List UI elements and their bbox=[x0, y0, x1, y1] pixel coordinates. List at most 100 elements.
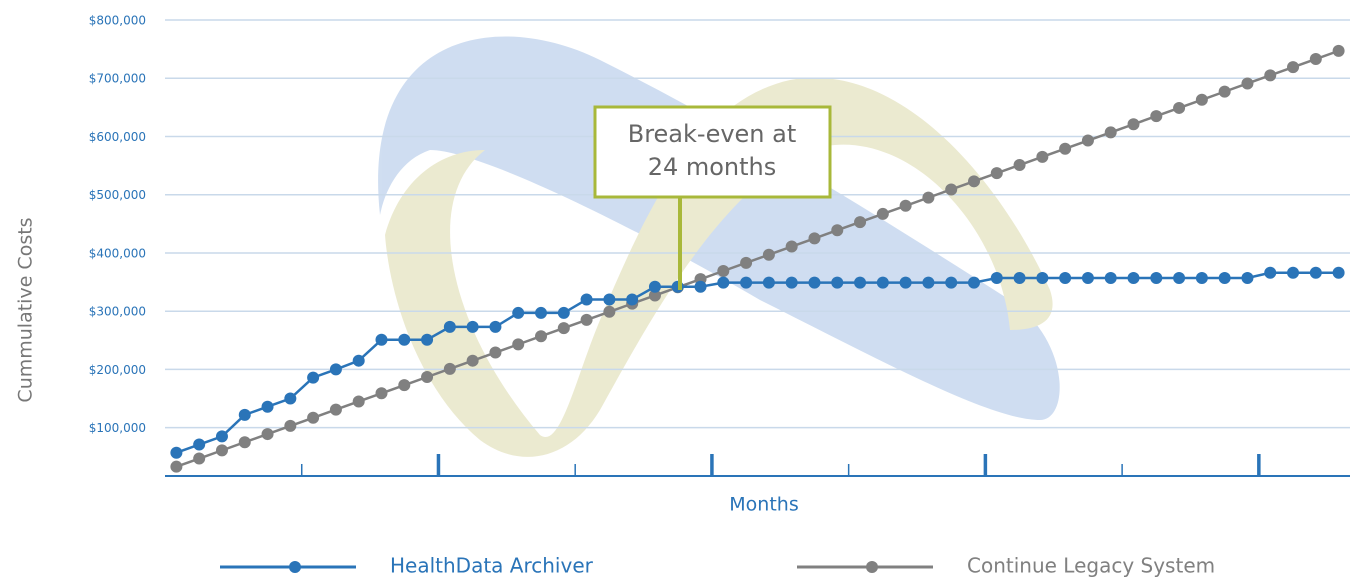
data-point bbox=[262, 401, 274, 413]
data-point bbox=[1128, 118, 1140, 130]
data-point bbox=[1150, 110, 1162, 122]
data-point bbox=[831, 224, 843, 236]
data-point bbox=[991, 272, 1003, 284]
data-point bbox=[945, 183, 957, 195]
data-point bbox=[991, 167, 1003, 179]
data-point bbox=[740, 277, 752, 289]
data-point bbox=[808, 277, 820, 289]
data-point bbox=[193, 439, 205, 451]
data-point bbox=[854, 216, 866, 228]
data-point bbox=[512, 307, 524, 319]
data-point bbox=[968, 277, 980, 289]
data-point bbox=[1105, 272, 1117, 284]
legend-marker bbox=[866, 561, 878, 573]
data-point bbox=[1082, 135, 1094, 147]
annotation-text: Break-even at bbox=[628, 120, 797, 148]
data-point bbox=[786, 241, 798, 253]
data-point bbox=[375, 387, 387, 399]
data-point bbox=[535, 330, 547, 342]
data-point bbox=[1310, 267, 1322, 279]
y-tick-label: $600,000 bbox=[89, 130, 146, 144]
data-point bbox=[535, 307, 547, 319]
data-point bbox=[1173, 272, 1185, 284]
data-point bbox=[353, 395, 365, 407]
data-point bbox=[695, 281, 707, 293]
data-point bbox=[467, 355, 479, 367]
data-point bbox=[512, 338, 524, 350]
data-point bbox=[900, 200, 912, 212]
series-line bbox=[176, 273, 1338, 453]
data-point bbox=[1264, 69, 1276, 81]
data-point bbox=[717, 265, 729, 277]
data-point bbox=[330, 363, 342, 375]
data-point bbox=[1059, 272, 1071, 284]
data-point bbox=[216, 444, 228, 456]
data-point bbox=[216, 430, 228, 442]
data-point bbox=[1036, 151, 1048, 163]
data-point bbox=[444, 363, 456, 375]
data-point bbox=[1059, 143, 1071, 155]
data-point bbox=[1105, 126, 1117, 138]
data-point bbox=[1196, 94, 1208, 106]
legend-marker bbox=[289, 561, 301, 573]
data-point bbox=[740, 257, 752, 269]
data-point bbox=[1287, 267, 1299, 279]
data-point bbox=[1310, 53, 1322, 65]
data-point bbox=[1014, 272, 1026, 284]
data-point bbox=[489, 321, 501, 333]
data-point bbox=[330, 404, 342, 416]
data-point bbox=[170, 447, 182, 459]
data-point bbox=[1333, 45, 1345, 57]
data-point bbox=[1241, 272, 1253, 284]
y-tick-label: $500,000 bbox=[89, 188, 146, 202]
data-point bbox=[284, 393, 296, 405]
data-point bbox=[1036, 272, 1048, 284]
y-tick-label: $800,000 bbox=[89, 14, 146, 28]
data-point bbox=[763, 249, 775, 261]
data-point bbox=[603, 306, 615, 318]
data-point bbox=[421, 371, 433, 383]
data-point bbox=[1219, 86, 1231, 98]
data-point bbox=[968, 175, 980, 187]
data-point bbox=[581, 294, 593, 306]
data-point bbox=[1014, 159, 1026, 171]
annotation-text: 24 months bbox=[648, 153, 777, 181]
legend-label: HealthData Archiver bbox=[390, 554, 594, 578]
data-point bbox=[1264, 267, 1276, 279]
data-point bbox=[307, 412, 319, 424]
data-point bbox=[307, 372, 319, 384]
data-point bbox=[1287, 61, 1299, 73]
y-tick-label: $200,000 bbox=[89, 363, 146, 377]
data-point bbox=[831, 277, 843, 289]
data-point bbox=[193, 453, 205, 465]
data-point bbox=[1173, 102, 1185, 114]
data-point bbox=[877, 277, 889, 289]
data-point bbox=[1082, 272, 1094, 284]
data-point bbox=[877, 208, 889, 220]
data-point bbox=[717, 277, 729, 289]
data-point bbox=[649, 281, 661, 293]
data-point bbox=[558, 322, 570, 334]
data-point bbox=[808, 232, 820, 244]
data-point bbox=[1333, 267, 1345, 279]
chart: $100,000$200,000$300,000$400,000$500,000… bbox=[0, 0, 1354, 582]
data-point bbox=[262, 428, 274, 440]
data-point bbox=[1150, 272, 1162, 284]
data-point bbox=[239, 409, 251, 421]
data-point bbox=[444, 321, 456, 333]
y-tick-label: $300,000 bbox=[89, 305, 146, 319]
background-swoosh bbox=[378, 36, 1060, 456]
data-point bbox=[581, 314, 593, 326]
data-point bbox=[353, 355, 365, 367]
data-point bbox=[854, 277, 866, 289]
data-point bbox=[922, 192, 934, 204]
data-point bbox=[421, 334, 433, 346]
data-point bbox=[1241, 77, 1253, 89]
data-point bbox=[922, 277, 934, 289]
data-point bbox=[1128, 272, 1140, 284]
x-axis-label: Months bbox=[729, 494, 798, 516]
data-point bbox=[284, 420, 296, 432]
data-point bbox=[467, 321, 479, 333]
data-point bbox=[1219, 272, 1231, 284]
data-point bbox=[1196, 272, 1208, 284]
